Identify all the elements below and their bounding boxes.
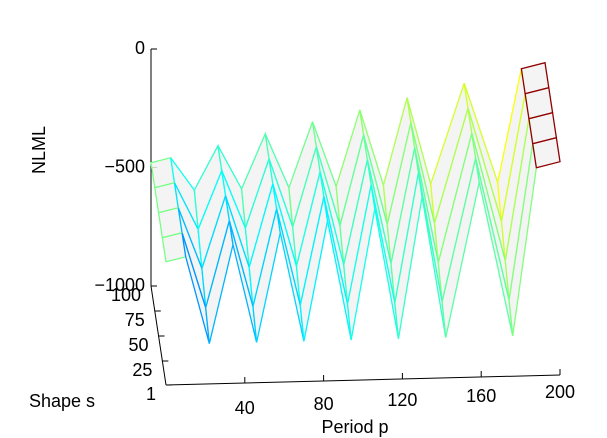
y-tick-label: 75 bbox=[125, 310, 145, 330]
x-tick-label: 80 bbox=[314, 394, 334, 414]
y-tick-label: 100 bbox=[111, 285, 141, 305]
z-tick-label: 0 bbox=[135, 38, 145, 58]
x-tick-label: 160 bbox=[466, 386, 496, 406]
x-tick-label: 200 bbox=[545, 382, 575, 402]
y-axis bbox=[150, 285, 167, 386]
z-tick-label: −1000 bbox=[94, 275, 145, 295]
x-axis-label: Period p bbox=[321, 417, 388, 437]
z-axis-label: NLML bbox=[29, 126, 49, 174]
x-tick-label: 120 bbox=[387, 390, 417, 410]
y-tick-label: 25 bbox=[132, 360, 152, 380]
surface-cell bbox=[531, 136, 561, 169]
y-tick-label: 50 bbox=[129, 335, 149, 355]
y-axis-label: Shape s bbox=[29, 391, 95, 411]
y-tick-label: 1 bbox=[146, 384, 156, 404]
z-tick-label: −500 bbox=[104, 156, 145, 176]
x-axis bbox=[165, 374, 561, 386]
x-tick-label: 40 bbox=[235, 398, 255, 418]
